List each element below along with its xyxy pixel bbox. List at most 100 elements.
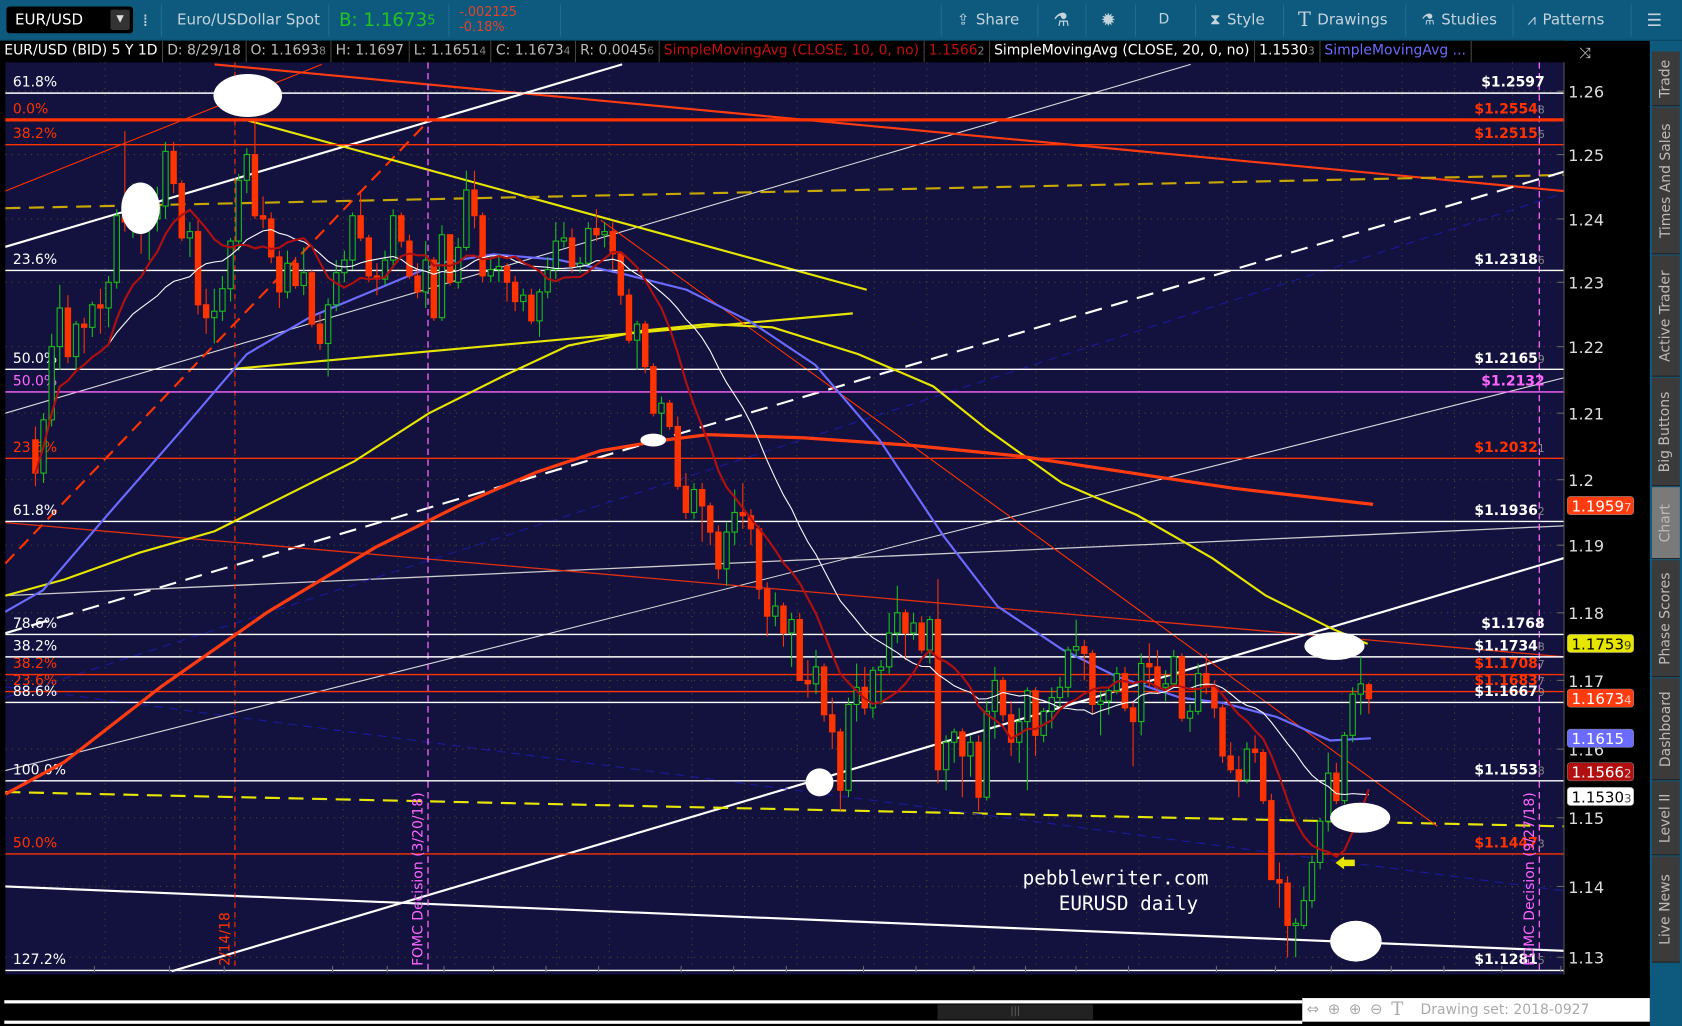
trendline-white-dashed <box>5 170 1565 635</box>
pan-icon[interactable]: ⇔ <box>1306 1001 1320 1019</box>
horizontal-scrollbar[interactable]: ||| <box>4 1000 1303 1024</box>
tab-big-buttons[interactable]: Big Buttons <box>1651 377 1680 487</box>
study-sma10-value: 1.15662 <box>924 40 990 63</box>
candle-up <box>894 612 901 634</box>
candle-down <box>593 227 600 236</box>
flask-icon[interactable]: ⚗ <box>1053 9 1070 31</box>
tab-phase-scores[interactable]: Phase Scores <box>1651 560 1680 678</box>
tab-live-news[interactable]: Live News <box>1651 856 1680 963</box>
candle-up <box>300 272 307 287</box>
bar-low: L: 1.16514 <box>409 40 492 63</box>
style-button[interactable]: ⧗ Style <box>1210 11 1265 29</box>
fib-price-label: $1.20321 <box>1474 440 1544 456</box>
price-badge-label: 1.15662 <box>1572 764 1632 782</box>
fib-price-label: $1.25156 <box>1474 126 1544 142</box>
price-tick-label: 1.23 <box>1568 274 1604 293</box>
candle-up <box>812 666 820 685</box>
candle-up <box>389 215 397 261</box>
study-sma20-label[interactable]: SimpleMovingAvg (CLOSE, 20, 0, no) <box>990 40 1255 63</box>
tab-chart[interactable]: Chart <box>1651 487 1680 560</box>
candle-up <box>333 272 340 306</box>
candle-down <box>1333 772 1340 802</box>
crosshair-icon[interactable]: ⊕ <box>1327 1001 1341 1019</box>
fib-percent-label: 61.8% <box>13 503 57 519</box>
candle-down <box>1121 673 1129 709</box>
studies-button[interactable]: ⚗ Studies <box>1421 11 1497 29</box>
price-tick-label: 1.19 <box>1568 537 1604 556</box>
price-badge <box>1566 496 1634 515</box>
bar-date: D: 8/29/18 <box>163 40 247 63</box>
candle-up <box>495 265 503 271</box>
menu-icon[interactable]: ☰ <box>1646 9 1662 31</box>
fib-price-label: $1.23186 <box>1474 252 1544 268</box>
candle-down <box>1081 646 1088 654</box>
tab-dashboard[interactable]: Dashboard <box>1651 678 1680 781</box>
candle-up <box>1138 662 1145 723</box>
candle-up <box>552 240 560 271</box>
symbol-selector[interactable]: EUR/USD ▼ <box>6 6 134 34</box>
fib-price-label: $1.16837 <box>1474 673 1544 689</box>
fomc-annotation: FOMC Decision (9/27/18) <box>1522 792 1538 966</box>
study-sma10-label[interactable]: SimpleMovingAvg (CLOSE, 10, 0, no) <box>659 40 925 63</box>
trendline-upper-channel <box>5 63 623 248</box>
candle-up <box>1105 690 1112 702</box>
candle-down <box>1211 686 1218 709</box>
scrollbar-thumb[interactable]: ||| <box>937 1004 1094 1020</box>
price-tick-label: 1.2 <box>1568 471 1594 490</box>
candle-up <box>463 189 470 248</box>
fomc-annotation: FOMC Decision (3/20/18) <box>411 792 427 966</box>
candle-up <box>658 402 665 414</box>
tab-trade[interactable]: Trade <box>1651 51 1680 107</box>
price-badge <box>1566 787 1634 806</box>
candle-down <box>276 256 283 293</box>
candle-up <box>723 531 730 570</box>
candle-down <box>292 262 299 287</box>
candle-up <box>48 346 55 421</box>
zoom-in-icon[interactable]: ⊕ <box>1348 1001 1362 1019</box>
candle-up <box>1300 900 1308 926</box>
trendline-descending-red <box>214 63 1565 193</box>
tab-times-and-sales[interactable]: Times And Sales <box>1651 107 1680 255</box>
candle-up <box>926 619 934 651</box>
gear-icon[interactable]: ✹ <box>1100 9 1116 31</box>
fib-percent-label: 0.0% <box>13 101 48 117</box>
candle-down <box>1219 707 1226 757</box>
share-button[interactable]: ⇪ Share <box>956 11 1020 29</box>
price-axis[interactable] <box>1563 62 1650 975</box>
zoom-out-icon[interactable]: ⊖ <box>1370 1001 1383 1019</box>
period-button[interactable]: D <box>1158 11 1170 28</box>
candle-up <box>1292 922 1299 926</box>
text-tool-icon[interactable]: T <box>1391 999 1404 1021</box>
candle-down <box>674 425 681 487</box>
candle-down <box>999 679 1007 716</box>
candle-down <box>642 323 649 368</box>
drawings-button[interactable]: T Drawings <box>1297 8 1388 32</box>
drawing-set-label[interactable]: Drawing set: 2018-0927 <box>1420 1001 1590 1018</box>
candle-down <box>666 402 673 428</box>
tab-active-trader[interactable]: Active Trader <box>1651 255 1680 377</box>
fib-percent-label: 50.0% <box>13 836 57 852</box>
trendline-red-dashed <box>4 119 430 565</box>
candle-down <box>1284 882 1291 926</box>
candle-up <box>211 310 218 319</box>
fib-price-label: $1.17348 <box>1474 638 1544 654</box>
fib-price-label: $1.14473 <box>1474 836 1544 852</box>
fib-price-label: $1.16679 <box>1474 684 1544 700</box>
candle-up <box>1194 673 1202 712</box>
study-sma50-label[interactable]: SimpleMovingAvg ... <box>1320 40 1472 63</box>
chevron-down-icon[interactable]: ▼ <box>110 9 130 31</box>
candle-up <box>56 307 64 348</box>
patterns-button[interactable]: ⩘ Patterns <box>1527 11 1605 29</box>
auto-scale-icon[interactable]: ⤨ <box>1579 44 1591 62</box>
candle-up <box>536 291 543 322</box>
price-tick-label: 1.22 <box>1568 338 1604 357</box>
price-badge-label: 1.1615 <box>1572 730 1625 748</box>
candle-down <box>170 150 177 185</box>
symbol-description: Euro/USDollar Spot <box>176 11 321 29</box>
tab-level-ii[interactable]: Level II <box>1651 781 1680 856</box>
candle-down <box>511 281 519 303</box>
link-icon[interactable]: ⁞ <box>142 9 149 31</box>
trendline-gray <box>5 525 1565 597</box>
